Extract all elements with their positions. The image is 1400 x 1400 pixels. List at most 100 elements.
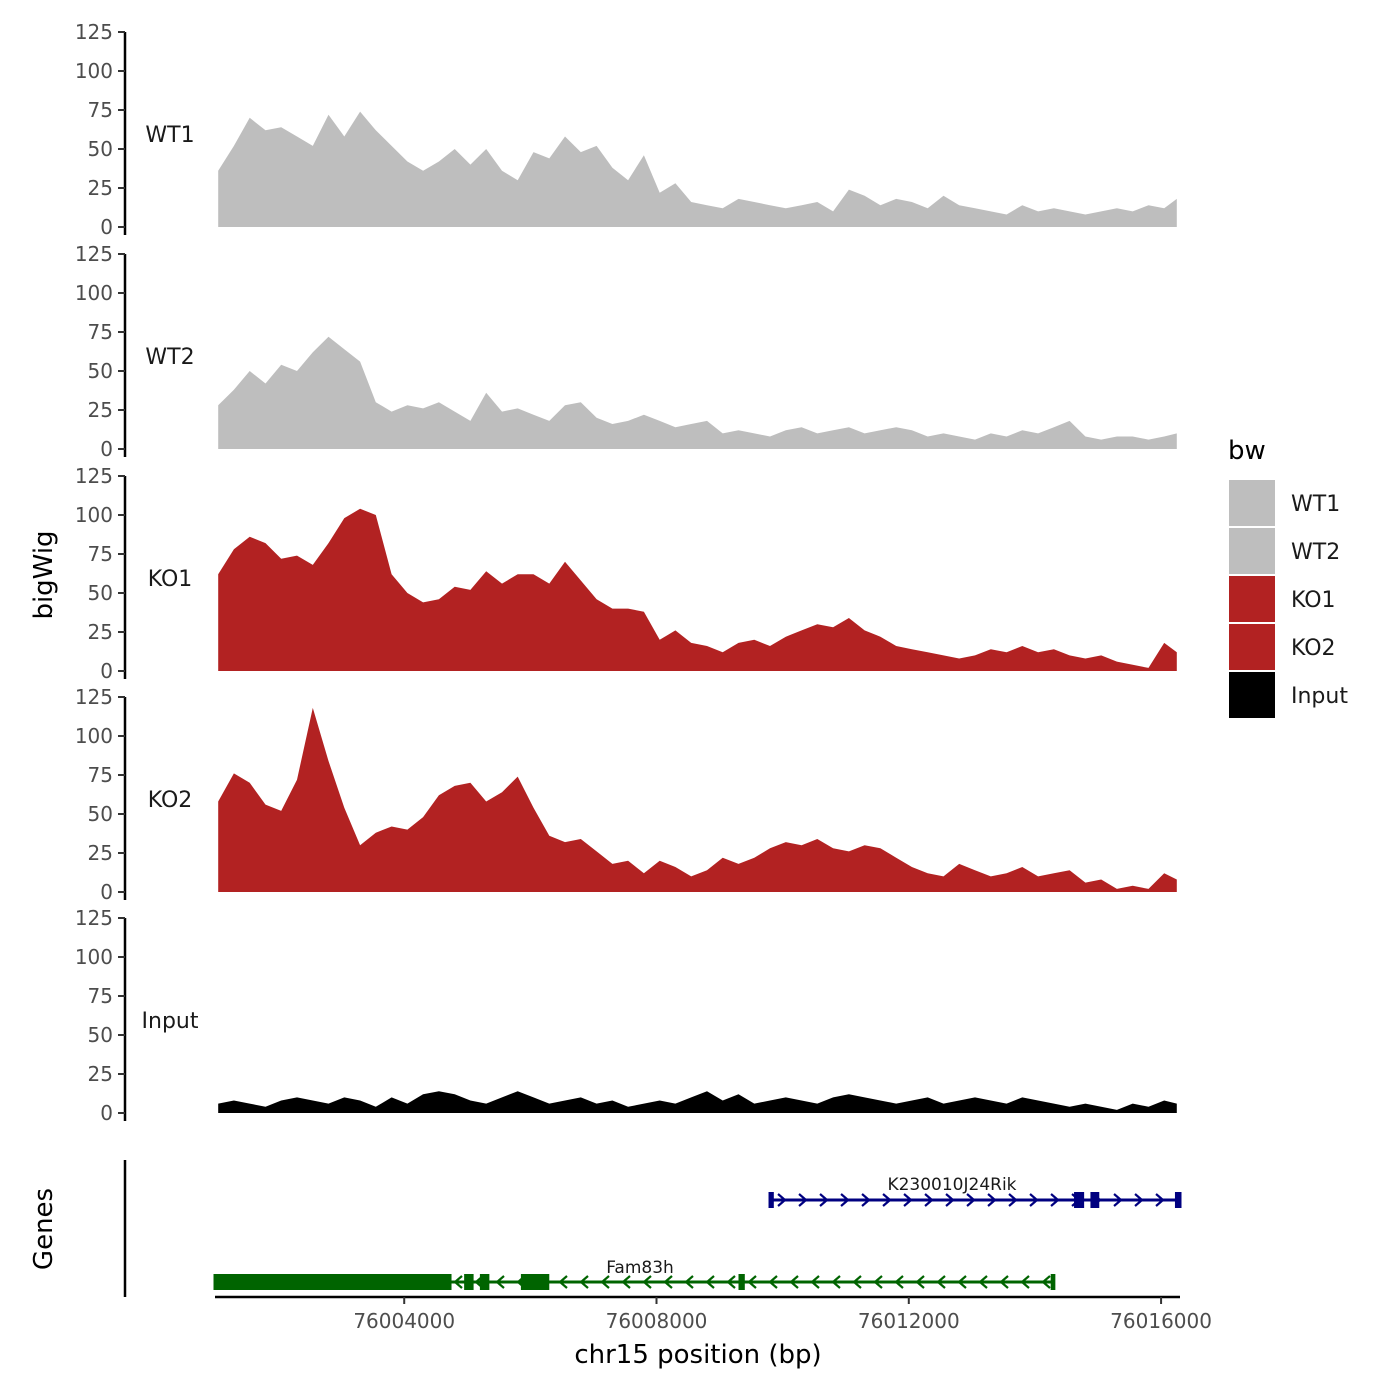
y-tick-label: 0 <box>100 880 113 904</box>
track-input: 0 25 50 75 100 125 Input <box>75 906 1177 1125</box>
y-tick-label: 50 <box>88 581 113 605</box>
x-tick-label: 76016000 <box>1110 1309 1212 1333</box>
strand-arrow <box>1134 1193 1144 1207</box>
strand-arrow <box>945 1193 955 1207</box>
gene-exon <box>479 1274 490 1290</box>
x-axis-title: chr15 position (bp) <box>574 1340 821 1370</box>
coverage-area-wt2 <box>218 336 1177 449</box>
coverage-area-ko1 <box>218 508 1177 671</box>
y-tick-label: 100 <box>75 281 113 305</box>
legend-key-ko1 <box>1229 576 1275 622</box>
legend: bw WT1 WT2 KO1 KO2 Input <box>1228 436 1348 718</box>
strand-arrow <box>915 1275 925 1289</box>
track-label-ko2: KO2 <box>148 788 193 813</box>
y-tick-label: 0 <box>100 215 113 239</box>
y-tick-label: 25 <box>88 398 113 422</box>
legend-key-wt2 <box>1229 528 1275 574</box>
track-ko1: 0 25 50 75 100 125 KO1 <box>75 464 1177 683</box>
y-tick-label: 125 <box>75 20 113 44</box>
strand-arrow <box>894 1275 904 1289</box>
y-tick-label: 0 <box>100 1101 113 1125</box>
x-tick-label: 76012000 <box>858 1309 960 1333</box>
strand-arrow <box>978 1275 988 1289</box>
genes-axis-title: Genes <box>29 1188 59 1270</box>
gene-exon <box>1090 1192 1100 1208</box>
strand-arrow <box>1020 1275 1030 1289</box>
strand-arrow <box>861 1193 871 1207</box>
y-tick-label: 75 <box>88 984 113 1008</box>
strand-arrow <box>726 1275 736 1289</box>
coverage-area-ko2 <box>218 707 1177 892</box>
strand-arrow <box>936 1275 946 1289</box>
strand-arrow <box>1155 1193 1165 1207</box>
legend-title: bw <box>1228 436 1266 466</box>
y-tick-label: 125 <box>75 242 113 266</box>
strand-arrow <box>1041 1275 1051 1289</box>
y-tick-label: 0 <box>100 659 113 683</box>
y-tick-label: 50 <box>88 1023 113 1047</box>
strand-arrow <box>798 1193 808 1207</box>
y-tick-label: 50 <box>88 802 113 826</box>
strand-arrow <box>579 1275 589 1289</box>
strand-arrow <box>495 1275 505 1289</box>
legend-key-input <box>1229 672 1275 718</box>
gene-fam83h: Fam83h <box>213 1258 1056 1290</box>
y-tick-label: 100 <box>75 59 113 83</box>
y-tick-label: 25 <box>88 841 113 865</box>
y-tick-label: 50 <box>88 359 113 383</box>
legend-label-wt1: WT1 <box>1291 492 1340 517</box>
y-tick-label: 50 <box>88 137 113 161</box>
strand-arrow <box>840 1193 850 1207</box>
legend-label-ko1: KO1 <box>1291 588 1336 613</box>
strand-arrow <box>882 1193 892 1207</box>
y-tick-label: 25 <box>88 1062 113 1086</box>
legend-label-wt2: WT2 <box>1291 540 1340 565</box>
y-tick-label: 25 <box>88 176 113 200</box>
track-label-input: Input <box>142 1009 199 1034</box>
y-tick-label: 125 <box>75 464 113 488</box>
y-tick-label: 100 <box>75 724 113 748</box>
strand-arrow <box>903 1193 913 1207</box>
gene-exon <box>215 1274 452 1290</box>
y-tick-label: 75 <box>88 320 113 344</box>
x-tick-label: 76004000 <box>353 1309 455 1333</box>
gene-exon <box>1050 1274 1054 1290</box>
track-label-wt2: WT2 <box>145 345 194 370</box>
strand-arrow <box>789 1275 799 1289</box>
strand-arrow <box>642 1275 652 1289</box>
legend-key-wt1 <box>1229 480 1275 526</box>
y-axis-title: bigWig <box>29 530 59 619</box>
strand-arrow <box>777 1193 787 1207</box>
gene-label-fam83h: Fam83h <box>606 1258 674 1278</box>
track-label-wt1: WT1 <box>145 123 194 148</box>
track-label-ko1: KO1 <box>148 567 193 592</box>
strand-arrow <box>453 1275 463 1289</box>
legend-label-input: Input <box>1291 684 1348 709</box>
x-axis: 76004000 76008000 76012000 76016000 <box>215 1295 1212 1333</box>
strand-arrow <box>684 1275 694 1289</box>
strand-arrow <box>852 1275 862 1289</box>
track-wt1: 0 25 50 75 100 125 WT1 <box>75 20 1177 239</box>
track-ko2: 0 25 50 75 100 125 KO2 <box>75 685 1177 904</box>
strand-arrow <box>924 1193 934 1207</box>
y-tick-label: 0 <box>100 437 113 461</box>
track-wt2: 0 25 50 75 100 125 WT2 <box>75 242 1177 461</box>
y-tick-label: 125 <box>75 685 113 709</box>
strand-arrow <box>999 1275 1009 1289</box>
strand-arrow <box>957 1275 967 1289</box>
gene-panel: K230010J24Rik Fam83h <box>123 1160 1182 1297</box>
y-tick-label: 75 <box>88 98 113 122</box>
strand-arrow <box>663 1275 673 1289</box>
strand-arrow <box>987 1193 997 1207</box>
gene-exon <box>1074 1192 1085 1208</box>
coverage-area-wt1 <box>218 111 1177 227</box>
coverage-area-input <box>218 1091 1177 1113</box>
strand-arrow <box>1050 1193 1060 1207</box>
strand-arrow <box>831 1275 841 1289</box>
strand-arrow <box>1029 1193 1039 1207</box>
x-tick-label: 76008000 <box>606 1309 708 1333</box>
strand-arrow <box>747 1275 757 1289</box>
coverage-tracks: 0 25 50 75 100 125 WT1 0 25 50 75 100 125 WT2 0 25 50 75 1… <box>75 20 1177 1125</box>
strand-arrow <box>819 1193 829 1207</box>
